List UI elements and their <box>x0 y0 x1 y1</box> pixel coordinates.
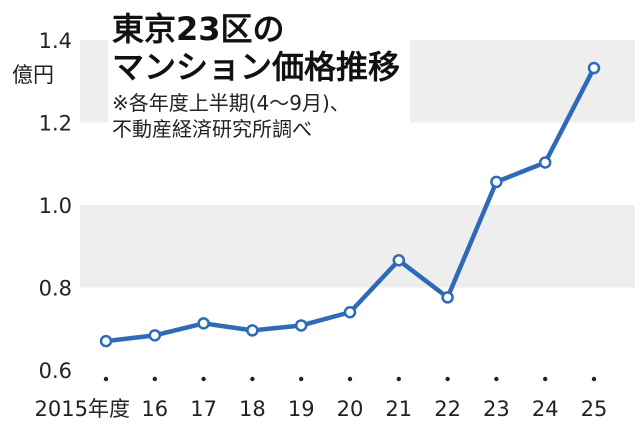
x-tick-label: 21 <box>385 397 412 421</box>
x-tick-label: 19 <box>288 397 315 421</box>
data-point <box>197 317 210 330</box>
x-tick-mark <box>591 376 597 382</box>
x-tick-mark <box>201 376 206 382</box>
x-tick-mark <box>152 376 157 382</box>
data-point <box>148 329 162 342</box>
data-point <box>294 319 308 332</box>
x-tick-label: 2015年度 <box>35 397 130 421</box>
x-tick-mark <box>103 376 109 382</box>
data-point <box>538 156 552 169</box>
y-tick-label: 1.0 <box>39 194 72 218</box>
y-axis-ticks: 0.6 0.8 1.0 1.2 1.4 <box>39 29 72 383</box>
y-axis-unit: 億円 <box>12 63 54 87</box>
y-tick-label: 0.6 <box>39 359 72 383</box>
data-point <box>441 291 454 304</box>
chart-note: ※各年度上半期(4～9月)、 不動産経済研究所調べ <box>112 90 400 142</box>
y-tick-label: 1.2 <box>39 112 72 136</box>
data-point <box>490 175 503 189</box>
x-tick-mark <box>250 376 255 382</box>
x-tick-label: 17 <box>190 397 217 421</box>
chart-note-line-2: 不動産経済研究所調べ <box>112 117 312 141</box>
chart-title-line-1: 東京23区の <box>112 10 285 48</box>
grid-band-0 <box>80 205 635 288</box>
x-tick-label: 18 <box>239 397 266 421</box>
x-tick-mark <box>445 376 450 382</box>
x-tick-label: 24 <box>532 397 559 421</box>
data-point <box>392 254 406 267</box>
x-axis-ticks: 2015年度 16 17 18 19 20 21 22 23 24 25 <box>35 376 608 421</box>
chart-title: 東京23区の マンション価格推移 <box>112 10 400 86</box>
x-tick-mark <box>494 376 499 382</box>
x-tick-label: 20 <box>337 397 364 421</box>
series-line-group <box>99 61 601 348</box>
x-tick-label: 22 <box>434 397 461 421</box>
x-tick-label: 16 <box>141 397 168 421</box>
x-tick-label: 25 <box>581 397 608 421</box>
data-point <box>246 324 259 337</box>
data-point <box>99 334 113 348</box>
y-tick-label: 0.8 <box>39 277 72 301</box>
x-tick-mark <box>396 376 401 382</box>
data-point <box>587 61 601 75</box>
x-tick-mark <box>543 376 548 382</box>
chart-title-line-2: マンション価格推移 <box>112 48 401 86</box>
chart-note-line-1: ※各年度上半期(4～9月)、 <box>112 91 350 115</box>
x-tick-mark <box>299 376 304 382</box>
title-box: 東京23区の マンション価格推移 ※各年度上半期(4～9月)、 不動産経済研究所… <box>108 8 411 148</box>
x-tick-label: 23 <box>483 397 510 421</box>
data-point <box>343 306 357 319</box>
y-tick-label: 1.4 <box>39 29 72 53</box>
x-tick-mark <box>347 376 353 382</box>
